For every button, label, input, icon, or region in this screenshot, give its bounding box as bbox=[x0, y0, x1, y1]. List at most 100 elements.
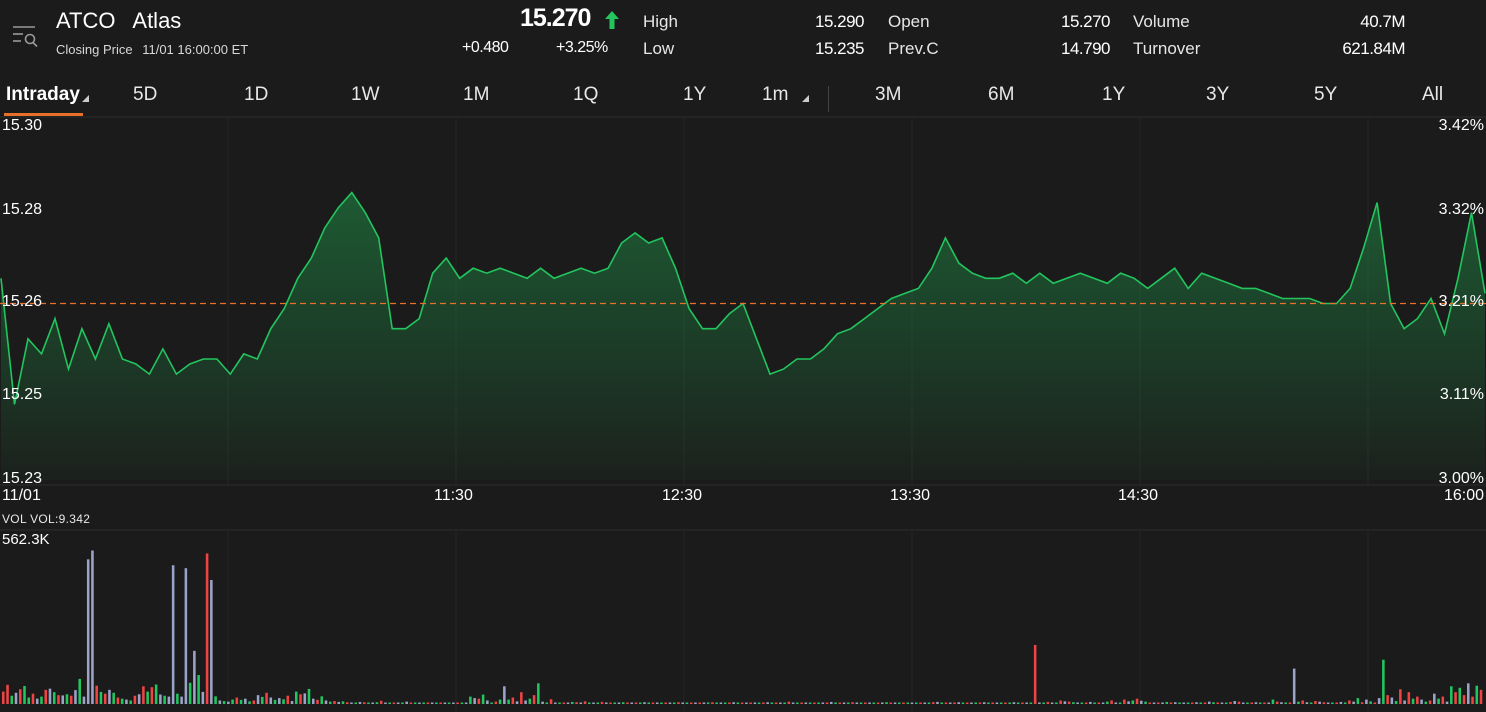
volume-bar bbox=[1016, 702, 1020, 704]
volume-bar bbox=[1258, 702, 1262, 704]
volume-bar bbox=[188, 682, 192, 704]
tab-5d[interactable]: 5D bbox=[133, 84, 158, 105]
volume-bar bbox=[583, 701, 587, 704]
volume-bar bbox=[1097, 702, 1101, 704]
volume-bar bbox=[834, 702, 837, 704]
volume-bar bbox=[728, 702, 731, 704]
volume-bar bbox=[146, 691, 149, 704]
volume-bar bbox=[1360, 702, 1364, 704]
volume-bar bbox=[1123, 699, 1126, 704]
y-tick-label: 15.26 bbox=[2, 293, 43, 310]
volume-bar bbox=[1199, 702, 1203, 704]
list-search-icon[interactable] bbox=[12, 24, 40, 50]
volume-bar bbox=[617, 702, 621, 704]
x-tick-label: 13:30 bbox=[890, 487, 931, 504]
volume-bar bbox=[328, 701, 332, 704]
volume-bar bbox=[1377, 698, 1381, 704]
volume-bar bbox=[61, 695, 64, 704]
volume-bar bbox=[537, 683, 540, 704]
volume-bar bbox=[1318, 701, 1321, 704]
volume-bar bbox=[154, 684, 158, 704]
tab-3y[interactable]: 3Y bbox=[1206, 84, 1230, 105]
volume-bar bbox=[1254, 702, 1258, 704]
volume-bar bbox=[150, 687, 154, 704]
volume-bar bbox=[655, 702, 659, 704]
volume-bar bbox=[1450, 686, 1453, 704]
volume-bar bbox=[1135, 698, 1139, 704]
volume-bar bbox=[252, 700, 256, 704]
tab-1y[interactable]: 1Y bbox=[683, 84, 707, 105]
x-tick-label: 11/01 bbox=[2, 487, 41, 504]
volume-bar bbox=[350, 702, 353, 704]
stat-turnover-value: 621.84M bbox=[1342, 39, 1405, 58]
volume-bar bbox=[541, 701, 544, 704]
volume-bar bbox=[112, 692, 115, 704]
volume-bar bbox=[358, 701, 362, 704]
last-price: 15.270 bbox=[520, 4, 591, 32]
volume-bar bbox=[65, 694, 69, 704]
volume-bar bbox=[1420, 699, 1423, 704]
active-tab-indicator bbox=[4, 113, 83, 116]
tab-1y-long[interactable]: 1Y bbox=[1102, 84, 1126, 105]
volume-bar bbox=[562, 702, 566, 704]
volume-bar bbox=[1314, 701, 1317, 704]
tab-5y[interactable]: 5Y bbox=[1314, 84, 1338, 105]
volume-bar bbox=[1275, 701, 1279, 704]
tab-1w[interactable]: 1W bbox=[351, 84, 380, 105]
volume-bar bbox=[588, 702, 591, 704]
volume-bar bbox=[1322, 702, 1326, 704]
volume-bar bbox=[638, 702, 642, 704]
volume-bar bbox=[481, 694, 485, 704]
volume-bar bbox=[813, 702, 816, 704]
volume-bar bbox=[804, 702, 808, 704]
volume-bar bbox=[554, 702, 557, 704]
volume-bar bbox=[1127, 701, 1130, 704]
y-tick-label: 15.30 bbox=[2, 117, 43, 134]
tab-all[interactable]: All bbox=[1422, 84, 1444, 105]
volume-bar bbox=[1165, 701, 1169, 704]
volume-bar bbox=[396, 702, 400, 704]
volume-bar bbox=[1428, 700, 1432, 704]
volume-bar bbox=[494, 701, 498, 704]
volume-bar bbox=[273, 699, 277, 704]
tab-1m[interactable]: 1M bbox=[463, 84, 490, 105]
volume-bar bbox=[838, 702, 842, 704]
volume-bar bbox=[753, 702, 757, 704]
tab-3m[interactable]: 3M bbox=[875, 84, 902, 105]
stat-low-label: Low bbox=[643, 39, 675, 58]
volume-bar bbox=[1207, 701, 1211, 704]
volume-bar bbox=[579, 702, 583, 704]
volume-bar bbox=[821, 702, 825, 704]
tab-6m[interactable]: 6M bbox=[988, 84, 1015, 105]
volume-bar bbox=[545, 702, 549, 704]
volume-bar bbox=[261, 696, 264, 704]
volume-bar bbox=[779, 702, 782, 704]
volume-bar bbox=[1093, 702, 1096, 704]
volume-bar bbox=[129, 700, 132, 704]
dropdown-triangle-icon bbox=[802, 95, 810, 102]
volume-bar bbox=[210, 580, 213, 704]
volume-bar bbox=[1148, 702, 1152, 704]
volume-bar bbox=[965, 702, 969, 704]
volume-bar bbox=[159, 694, 162, 704]
x-tick-label: 16:00 bbox=[1443, 487, 1484, 504]
volume-bar bbox=[23, 685, 26, 704]
price-area bbox=[1, 192, 1485, 480]
tab-1q[interactable]: 1Q bbox=[573, 84, 599, 105]
volume-bar bbox=[256, 695, 260, 704]
volume-bar bbox=[91, 550, 94, 704]
volume-bar bbox=[982, 702, 986, 704]
volume-bar bbox=[464, 702, 468, 704]
tab-1d[interactable]: 1D bbox=[244, 84, 269, 105]
volume-bar bbox=[307, 688, 311, 704]
tab-intraday[interactable]: Intraday bbox=[6, 84, 89, 106]
volume-bar bbox=[388, 702, 391, 704]
volume-bar bbox=[430, 702, 434, 704]
tab-1min-dropdown[interactable]: 1m bbox=[762, 84, 810, 106]
volume-bar bbox=[1441, 696, 1445, 704]
stat-high-label: High bbox=[643, 12, 678, 31]
volume-bar bbox=[1284, 702, 1287, 704]
volume-bar bbox=[1267, 702, 1270, 704]
volume-bar bbox=[1118, 702, 1122, 704]
